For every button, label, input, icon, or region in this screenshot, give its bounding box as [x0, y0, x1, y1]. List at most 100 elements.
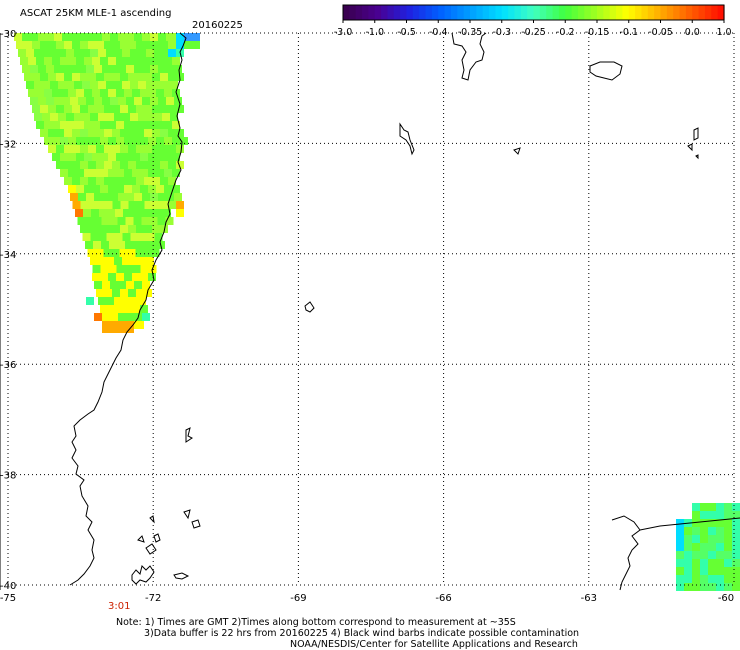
- swath-cell: [98, 81, 106, 89]
- swath-cell: [124, 57, 132, 65]
- swath-cell: [128, 145, 136, 153]
- swath-cell: [62, 65, 70, 73]
- swath-cell: [156, 57, 164, 65]
- swath-cell: [130, 297, 138, 305]
- swath-cell: [32, 105, 40, 113]
- island: [191, 519, 201, 529]
- swath-cell: [88, 177, 96, 185]
- swath-cell: [32, 41, 40, 49]
- swath-cell: [724, 551, 732, 559]
- swath-cell: [114, 257, 122, 265]
- swath-cell: [138, 297, 146, 305]
- swath-cell: [160, 105, 168, 113]
- coast-fragment: [693, 127, 699, 141]
- swath-cell: [708, 527, 716, 535]
- colorbar-segment: [717, 5, 725, 20]
- swath-cell: [64, 129, 72, 137]
- island: [153, 533, 161, 543]
- swath-cell: [112, 73, 120, 81]
- swath-cell: [134, 281, 142, 289]
- swath-cell: [118, 33, 126, 41]
- swath-cell: [132, 185, 140, 193]
- colorbar-segment: [444, 5, 452, 20]
- swath-cell: [732, 503, 740, 511]
- colorbar-ticks: -3.0 -1.0 -0.5 -0.4 -0.35 -0.3 -0.25 -0.2 -0.15-…: [334, 20, 732, 38]
- swath-cell: [133, 241, 141, 249]
- swath-cell: [676, 543, 684, 551]
- swath-cell: [692, 551, 700, 559]
- swath-cell: [110, 321, 118, 333]
- wind-data-swath: [14, 33, 200, 333]
- swath-cell: [56, 145, 64, 153]
- colorbar-segment: [597, 5, 604, 20]
- swath-cell: [144, 201, 153, 209]
- swath-cell: [140, 153, 148, 161]
- swath-cell: [700, 511, 708, 519]
- swath-cell: [92, 169, 100, 177]
- swath-cell: [174, 193, 182, 201]
- swath-cell: [124, 89, 132, 97]
- coast-fragment: [399, 122, 415, 156]
- colorbar-segment: [508, 5, 516, 20]
- colorbar-segment: [571, 5, 579, 20]
- swath-cell: [126, 193, 134, 201]
- colorbar-segment: [520, 5, 528, 20]
- swath-cell: [26, 81, 34, 89]
- swath-cell: [52, 89, 60, 97]
- colorbar-segment: [698, 5, 706, 20]
- swath-cell: [732, 551, 740, 559]
- swath-cell: [102, 97, 110, 105]
- colorbar-segment: [660, 5, 668, 20]
- swath-cell: [96, 201, 105, 209]
- swath-cell: [116, 305, 124, 313]
- swath-cell: [84, 153, 92, 161]
- swath-cell: [130, 233, 139, 241]
- swath-cell: [76, 137, 84, 145]
- swath-cell: [732, 519, 740, 527]
- swath-cell: [116, 265, 125, 273]
- swath-cell: [139, 209, 147, 217]
- swath-cell: [118, 281, 126, 289]
- swath-cell: [144, 41, 152, 49]
- swath-cell: [154, 81, 162, 89]
- latitude-label: -32: [0, 139, 16, 150]
- swath-cell: [124, 153, 132, 161]
- swath-cell: [144, 225, 152, 233]
- colorbar-segment: [400, 5, 408, 20]
- swath-cell: [106, 81, 114, 89]
- figure-date: 20160225: [192, 20, 243, 31]
- swath-cell: [50, 113, 58, 121]
- swath-cell: [130, 257, 138, 265]
- swath-cell: [146, 81, 154, 89]
- latitude-label: -30: [0, 29, 16, 40]
- swath-cell: [92, 185, 100, 193]
- swath-cell: [684, 575, 692, 583]
- swath-cell: [692, 543, 700, 551]
- swath-cell: [716, 551, 724, 559]
- colorbar-segment: [463, 5, 471, 20]
- swath-cell: [142, 65, 150, 73]
- swath-cell: [92, 265, 101, 273]
- swath-cell: [152, 73, 160, 81]
- colorbar-segment: [558, 5, 566, 20]
- swath-cell: [98, 113, 106, 121]
- swath-cell: [34, 81, 42, 89]
- latitude-label: -40: [0, 581, 16, 592]
- swath-cell: [102, 321, 110, 333]
- colorbar-tick-label: -0.4: [429, 27, 448, 38]
- swath-cell: [102, 193, 110, 201]
- swath-cell: [36, 89, 44, 97]
- swath-cell: [136, 129, 144, 137]
- swath-cell: [132, 57, 140, 65]
- colorbar-segment: [635, 5, 643, 20]
- swath-cell: [92, 57, 100, 65]
- swath-cell: [76, 57, 84, 65]
- island: [185, 427, 193, 443]
- swath-cell: [168, 49, 176, 57]
- swath-cell: [141, 241, 149, 249]
- swath-cell: [132, 265, 141, 273]
- swath-cell: [92, 153, 100, 161]
- swath-cell: [134, 65, 142, 73]
- swath-cell: [684, 535, 692, 543]
- colorbar-segment: [355, 5, 363, 20]
